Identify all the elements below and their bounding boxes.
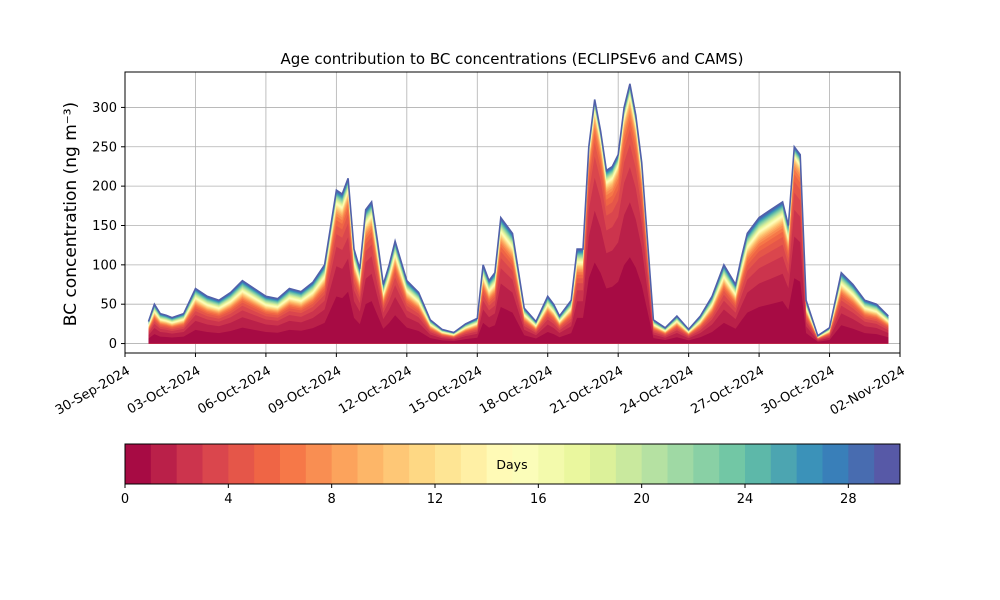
x-tick-label: 03-Oct-2024 bbox=[125, 364, 203, 418]
x-tick-label: 02-Nov-2024 bbox=[828, 364, 908, 419]
colorbar-tick-label: 0 bbox=[121, 492, 129, 507]
y-axis-label: BC concentration (ng m⁻³) bbox=[61, 102, 81, 326]
colorbar-bin bbox=[822, 444, 849, 484]
colorbar-ticks: 0 4 8 12 16 20 24 28 bbox=[121, 484, 857, 507]
x-tick-label: 24-Oct-2024 bbox=[618, 364, 696, 418]
colorbar-bin bbox=[357, 444, 384, 484]
colorbar-tick-label: 4 bbox=[224, 492, 232, 507]
y-tick-label: 150 bbox=[92, 219, 117, 234]
y-tick-label: 250 bbox=[92, 140, 117, 155]
colorbar-tick-label: 24 bbox=[737, 492, 754, 507]
colorbar-bin bbox=[848, 444, 875, 484]
colorbar-tick-label: 12 bbox=[427, 492, 444, 507]
colorbar-bin bbox=[176, 444, 203, 484]
axes-border bbox=[124, 71, 901, 354]
colorbar-bin bbox=[538, 444, 565, 484]
colorbar-bin bbox=[745, 444, 772, 484]
colorbar-bin bbox=[615, 444, 643, 484]
colorbar-bin bbox=[125, 444, 152, 484]
y-tick-label: 200 bbox=[92, 180, 117, 195]
stacked-age-areas bbox=[147, 83, 889, 344]
y-tick-label: 100 bbox=[92, 258, 117, 273]
x-tick-label: 30-Sep-2024 bbox=[53, 364, 133, 419]
colorbar-label: Days bbox=[496, 457, 527, 472]
x-tick-label: 27-Oct-2024 bbox=[689, 364, 767, 418]
x-tick-label: 09-Oct-2024 bbox=[266, 364, 344, 418]
age-band-0-days bbox=[148, 257, 889, 344]
colorbar-bin bbox=[874, 444, 901, 484]
colorbar-bin bbox=[435, 444, 462, 484]
colorbar-bin bbox=[564, 444, 591, 484]
colorbar-bin bbox=[331, 444, 358, 484]
colorbar-tick-label: 20 bbox=[633, 492, 650, 507]
x-tick-label: 21-Oct-2024 bbox=[548, 364, 626, 418]
plot-area: 0 50 100 150 200 250 300 30-Sep-202403-Oct-202… bbox=[53, 71, 908, 419]
colorbar: Days 0 4 8 12 16 20 24 28 bbox=[121, 443, 901, 507]
colorbar-bin bbox=[228, 444, 255, 484]
colorbar-frame bbox=[124, 443, 901, 485]
colorbar-bin bbox=[305, 444, 333, 484]
colorbar-tick-label: 16 bbox=[530, 492, 547, 507]
colorbar-bin bbox=[719, 444, 746, 484]
colorbar-bin bbox=[512, 444, 539, 484]
colorbar-tick-label: 28 bbox=[840, 492, 857, 507]
y-tick-label: 0 bbox=[109, 337, 117, 352]
colorbar-bin bbox=[280, 444, 307, 484]
y-axis-ticks: 0 50 100 150 200 250 300 bbox=[92, 101, 125, 352]
x-tick-label: 30-Oct-2024 bbox=[759, 364, 837, 418]
colorbar-tick-label: 8 bbox=[328, 492, 336, 507]
colorbar-bin bbox=[460, 444, 488, 484]
axes-frame bbox=[124, 71, 901, 354]
y-tick-label: 50 bbox=[100, 298, 117, 313]
colorbar-bin bbox=[409, 444, 436, 484]
x-tick-label: 15-Oct-2024 bbox=[407, 364, 485, 418]
x-axis-ticks: 30-Sep-202403-Oct-202406-Oct-202409-Oct-… bbox=[53, 353, 908, 419]
colorbar-bin bbox=[770, 444, 798, 484]
colorbar-bins bbox=[125, 444, 901, 484]
x-tick-label: 12-Oct-2024 bbox=[336, 364, 414, 418]
colorbar-bin bbox=[486, 444, 513, 484]
colorbar-bin bbox=[796, 444, 823, 484]
colorbar-bin bbox=[383, 444, 410, 484]
colorbar-bin bbox=[202, 444, 229, 484]
colorbar-bin bbox=[150, 444, 178, 484]
x-tick-label: 18-Oct-2024 bbox=[477, 364, 555, 418]
y-tick-label: 300 bbox=[92, 101, 117, 116]
colorbar-bin bbox=[667, 444, 694, 484]
colorbar-bin bbox=[641, 444, 668, 484]
x-tick-label: 06-Oct-2024 bbox=[195, 364, 273, 418]
total-concentration-line bbox=[147, 83, 889, 337]
chart-title: Age contribution to BC concentrations (E… bbox=[281, 50, 744, 68]
colorbar-bin bbox=[254, 444, 281, 484]
colorbar-bin bbox=[693, 444, 720, 484]
colorbar-bin bbox=[590, 444, 617, 484]
